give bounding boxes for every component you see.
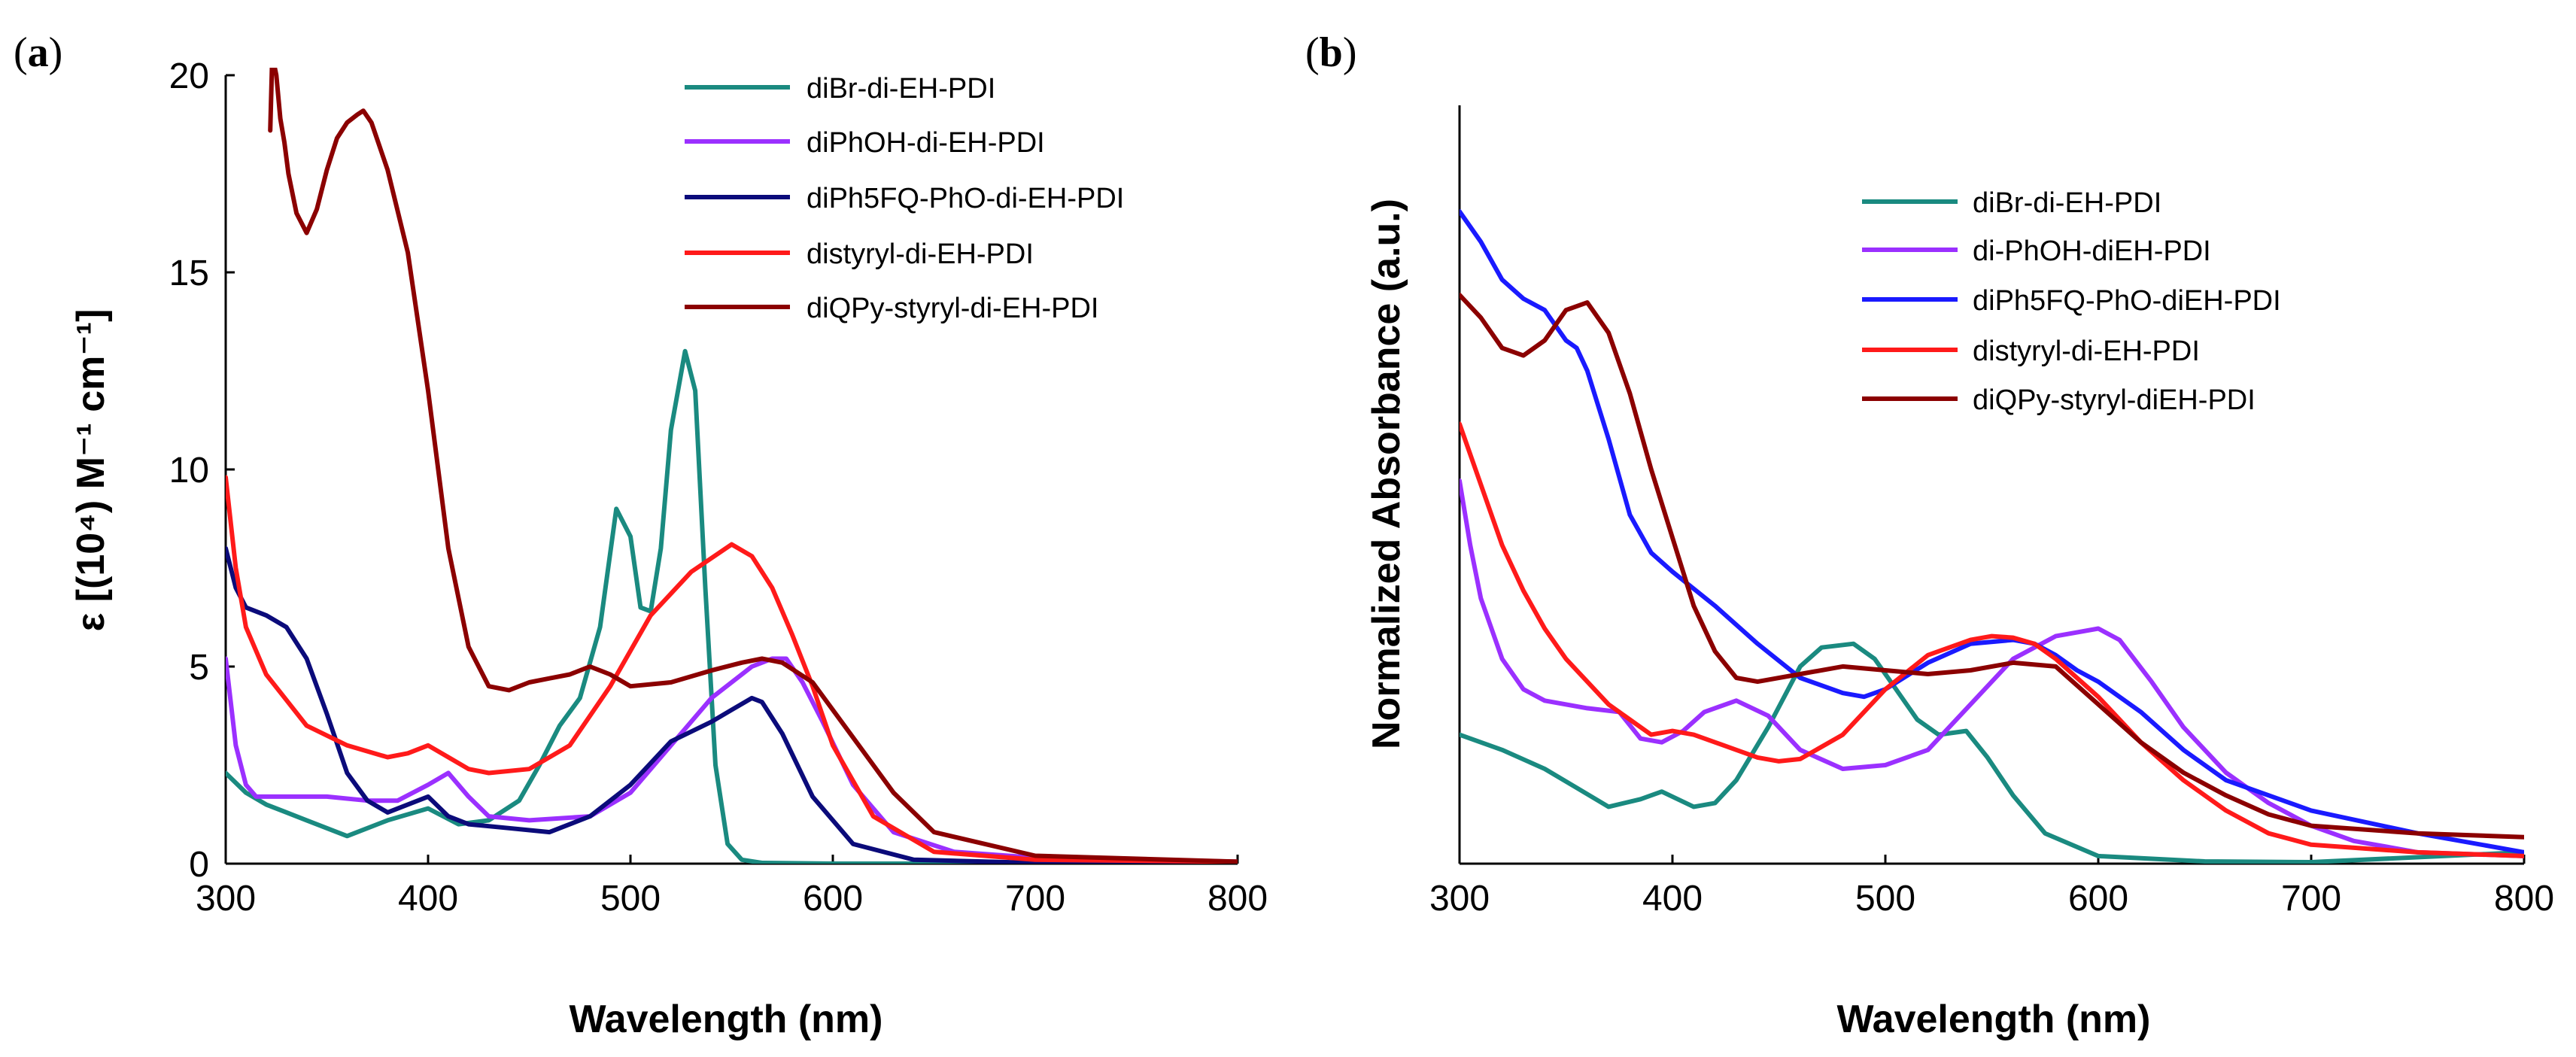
panel-a-x-tick-label: 800 xyxy=(1208,879,1268,919)
panel-b-legend: diBr-di-EH-PDI di-PhOH-diEH-PDI diPh5FQ-… xyxy=(1862,187,2281,416)
panel-b-x-tick-label: 700 xyxy=(2281,879,2341,919)
panel-b-x-tick-label: 400 xyxy=(1642,879,1703,919)
panel-a-series-line-distyryl xyxy=(226,475,1238,864)
panel-b-x-tick-label: 300 xyxy=(1429,879,1490,919)
panel-b-x-tick-label: 500 xyxy=(1855,879,1915,919)
legend-b-label-diQPy: diQPy-styryl-diEH-PDI xyxy=(1973,384,2256,416)
panel-a-x-tick-label: 600 xyxy=(803,879,863,919)
panel-a-legend: diBr-di-EH-PDI diPhOH-di-EH-PDI diPh5FQ-… xyxy=(685,73,1124,324)
panel-a-x-axis-title: Wavelength (nm) xyxy=(570,998,883,1041)
panel-b-series-line-diPh5FQ xyxy=(1460,209,2524,855)
panel-a-series-line-diQPy xyxy=(268,68,1238,864)
panel-a-plot-area xyxy=(226,68,1238,864)
panel-b-label: (b) xyxy=(1305,29,1356,76)
panel-b-series-line-diQPy xyxy=(1460,293,2524,840)
panel-b-tick-labels: 300 400 500 600 700 800 xyxy=(1429,879,2554,919)
panel-a-y-tick-label: 10 xyxy=(169,451,209,491)
panel-a-x-tick-label: 300 xyxy=(196,879,256,919)
panel-a-y-axis-title: ε [(10⁴) M⁻¹ cm⁻¹] xyxy=(69,309,113,632)
panel-b-x-tick-label: 600 xyxy=(2068,879,2128,919)
panel-b-label-letter: b xyxy=(1320,29,1343,76)
panel-b: (b) Normalized Absorbance (a.u.) Wavelen… xyxy=(1305,29,2554,1041)
panel-a-series-line-diPhOH xyxy=(226,656,1238,864)
panel-a-x-tick-label: 500 xyxy=(600,879,661,919)
panel-a-x-tick-label: 400 xyxy=(398,879,458,919)
panel-b-series-line-distyryl xyxy=(1460,421,2524,858)
panel-a-label: (a) xyxy=(14,29,62,76)
panel-a-y-tick-label: 0 xyxy=(189,845,209,885)
panel-a-y-tick-label: 20 xyxy=(169,56,209,96)
legend-a-label-distyryl: distyryl-di-EH-PDI xyxy=(807,238,1034,270)
panel-a-y-tick-label: 5 xyxy=(189,648,209,688)
panel-a-y-tick-label: 15 xyxy=(169,254,209,293)
panel-a-series-line-diPh5FQ xyxy=(226,545,1238,864)
panel-a-label-letter: a xyxy=(28,29,49,76)
legend-b-label-distyryl: distyryl-di-EH-PDI xyxy=(1973,336,2200,367)
panel-b-series-line-diBr xyxy=(1460,641,2524,864)
panel-a: (a) ε [(10⁴) M⁻¹ cm⁻¹] Wavelength (nm) 3… xyxy=(14,29,1268,1041)
panel-b-plot-area xyxy=(1460,209,2524,864)
legend-a-label-diQPy: diQPy-styryl-di-EH-PDI xyxy=(807,293,1098,324)
legend-b-label-diPhOH: di-PhOH-diEH-PDI xyxy=(1973,235,2211,267)
legend-b-label-diBr: diBr-di-EH-PDI xyxy=(1973,187,2161,219)
panel-a-tick-labels: 300 400 500 600 700 800 0 5 10 15 20 xyxy=(169,56,1268,919)
panel-b-y-axis-title: Normalized Absorbance (a.u.) xyxy=(1365,199,1408,749)
legend-a-label-diPh5FQ: diPh5FQ-PhO-di-EH-PDI xyxy=(807,183,1124,214)
legend-a-label-diPhOH: diPhOH-di-EH-PDI xyxy=(807,127,1045,159)
panel-b-x-axis-title: Wavelength (nm) xyxy=(1837,998,2151,1041)
panel-b-series-line-diPhOH xyxy=(1460,478,2524,858)
legend-b-label-diPh5FQ: diPh5FQ-PhO-diEH-PDI xyxy=(1973,285,2281,317)
panel-a-x-tick-label: 700 xyxy=(1005,879,1065,919)
panel-a-series-line-diBr xyxy=(226,348,1238,864)
legend-a-label-diBr: diBr-di-EH-PDI xyxy=(807,73,995,105)
panel-b-x-tick-label: 800 xyxy=(2494,879,2554,919)
